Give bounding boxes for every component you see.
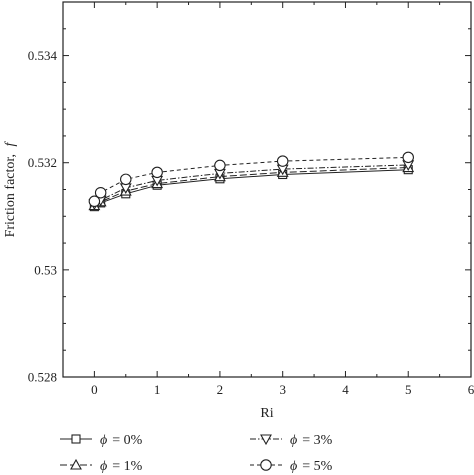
- legend-symbol: ϕ: [100, 459, 107, 474]
- data-point: [276, 155, 289, 167]
- data-point: [88, 195, 101, 208]
- data-point: [402, 151, 414, 164]
- legend-symbol: ϕ: [290, 459, 297, 474]
- legend-value: = 1%: [112, 459, 142, 474]
- series-2: [88, 160, 415, 211]
- axes: 0 1 2 3 4 5 6 0.528 0.53 0.532 0.534: [28, 1, 474, 397]
- legend-marker: [260, 434, 272, 446]
- x-tick-label: 4: [342, 382, 349, 397]
- series-line: [94, 169, 409, 208]
- y-axis-title-symbol: f: [3, 140, 18, 146]
- x-tick-label: 0: [91, 382, 98, 397]
- legend-value: = 5%: [302, 459, 332, 474]
- legend-label: ϕ = 5%: [290, 459, 333, 474]
- legend-label: ϕ = 1%: [100, 459, 143, 474]
- legend: ϕ = 0% ϕ = 3% ϕ = 1% ϕ = 5%: [60, 433, 333, 474]
- x-tick-label: 3: [279, 382, 286, 397]
- legend-symbol: ϕ: [290, 433, 297, 448]
- y-tick-label: 0.534: [28, 48, 58, 63]
- y-axis-title-text: Friction factor,: [3, 154, 18, 237]
- legend-label: ϕ = 3%: [290, 433, 333, 448]
- y-tick-label: 0.532: [28, 155, 57, 170]
- y-tick-label: 0.528: [28, 370, 57, 385]
- series-layer: [88, 151, 415, 212]
- series-line: [93, 156, 409, 202]
- legend-marker: [70, 458, 82, 470]
- series-1: [88, 161, 415, 211]
- series-line: [94, 164, 409, 205]
- series-3: [88, 151, 414, 208]
- series-0: [89, 165, 413, 212]
- x-tick-label: 5: [405, 382, 412, 397]
- x-tick-label: 6: [468, 382, 474, 397]
- y-tick-label: 0.53: [34, 262, 57, 277]
- y-axis-title-group: Friction factor, f: [3, 140, 18, 237]
- legend-item: ϕ = 3%: [250, 433, 333, 448]
- x-tick-label: 1: [154, 382, 161, 397]
- legend-label: ϕ = 0%: [100, 433, 143, 448]
- legend-marker: [71, 434, 81, 444]
- legend-value: = 3%: [302, 433, 332, 448]
- legend-marker: [260, 459, 272, 471]
- series-line: [94, 167, 409, 207]
- legend-symbol: ϕ: [100, 433, 107, 448]
- legend-item: ϕ = 1%: [60, 458, 143, 474]
- legend-item: ϕ = 0%: [60, 433, 143, 448]
- data-point: [151, 166, 163, 179]
- x-tick-label: 2: [217, 382, 224, 397]
- data-point: [94, 186, 107, 199]
- data-point: [120, 173, 132, 186]
- x-axis-title: Ri: [260, 406, 273, 421]
- y-axis-title: Friction factor, f: [3, 140, 18, 237]
- legend-value: = 0%: [112, 433, 142, 448]
- legend-item: ϕ = 5%: [250, 459, 333, 474]
- data-point: [214, 159, 226, 172]
